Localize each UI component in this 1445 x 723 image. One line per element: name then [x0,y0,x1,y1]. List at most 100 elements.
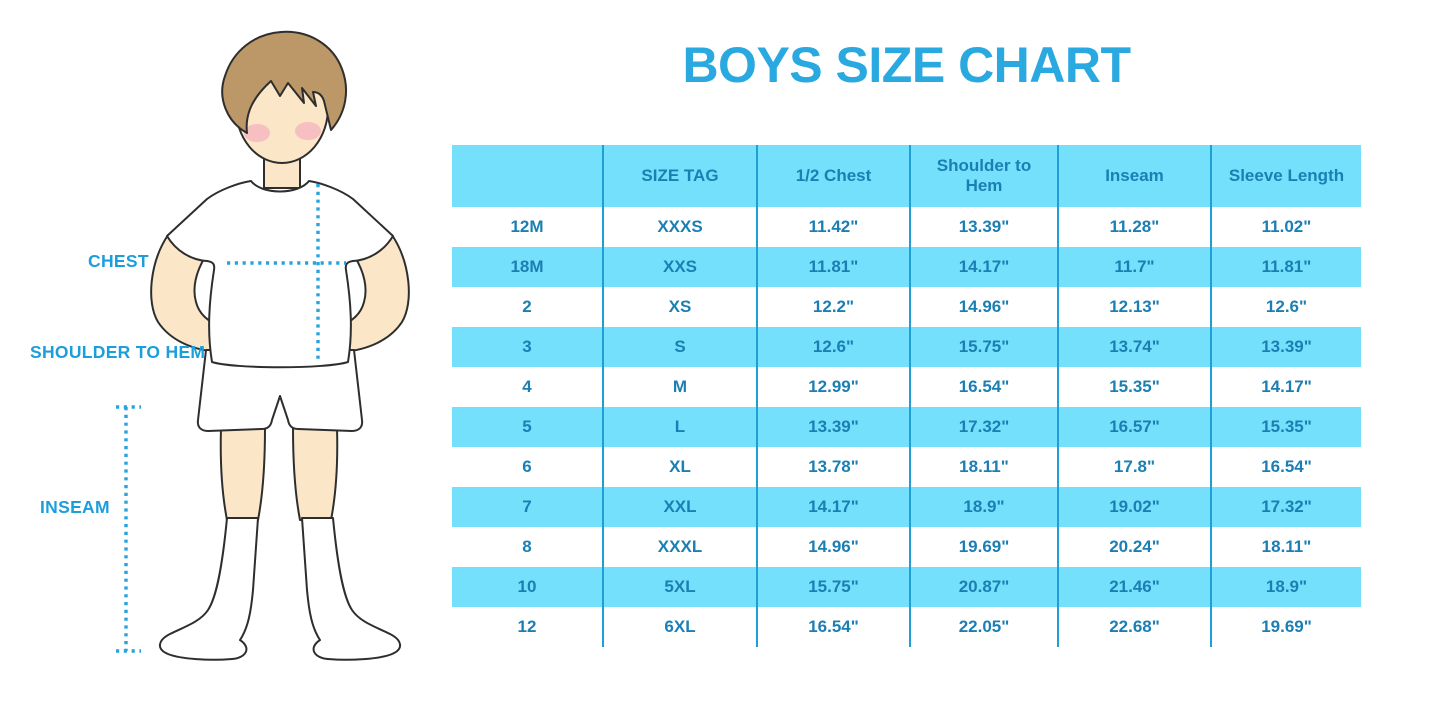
cell-sleeve-length: 14.17" [1210,367,1361,407]
cell-size-tag: XL [602,447,756,487]
boy-hair [221,30,348,134]
table-row: 3 S 12.6" 15.75" 13.74" 13.39" [452,327,1361,367]
table-row: 4 M 12.99" 16.54" 15.35" 14.17" [452,367,1361,407]
cell-size-tag: M [602,367,756,407]
cell-inseam: 17.8" [1057,447,1210,487]
cell-size-tag: XXXS [602,207,756,247]
size-table-body: 12M XXXS 11.42" 13.39" 11.28" 11.02" 18M… [452,207,1361,647]
cell-sleeve-length: 13.39" [1210,327,1361,367]
table-row: 10 5XL 15.75" 20.87" 21.46" 18.9" [452,567,1361,607]
cell-shoulder-to-hem: 15.75" [909,327,1057,367]
cell-shoulder-to-hem: 18.11" [909,447,1057,487]
cell-size-tag: 6XL [602,607,756,647]
measurement-lines [116,184,346,653]
cell-size: 12M [510,217,544,236]
table-row: 7 XXL 14.17" 18.9" 19.02" 17.32" [452,487,1361,527]
cell-shoulder-to-hem: 16.54" [909,367,1057,407]
boy-left-sock [159,517,259,661]
cell-sleeve-length: 18.11" [1210,527,1361,567]
page-title: BOYS SIZE CHART [682,37,1131,93]
cell-sleeve-length: 12.6" [1210,287,1361,327]
cell-inseam: 11.7" [1057,247,1210,287]
header-cell-size-tag: SIZE TAG [602,145,756,207]
cell-inseam: 12.13" [1057,287,1210,327]
cell-shoulder-to-hem: 18.9" [909,487,1057,527]
header-cell-sleeve-length: Sleeve Length [1210,145,1361,207]
inseam-measurement-label: INSEAM [40,497,110,517]
table-row: 6 XL 13.78" 18.11" 17.8" 16.54" [452,447,1361,487]
cell-half-chest: 16.54" [756,607,909,647]
cell-size: 6 [522,457,532,476]
cell-size-tag: L [602,407,756,447]
cell-half-chest: 13.39" [756,407,909,447]
table-row: 5 L 13.39" 17.32" 16.57" 15.35" [452,407,1361,447]
cell-sleeve-length: 15.35" [1210,407,1361,447]
cell-shoulder-to-hem: 22.05" [909,607,1057,647]
cell-size: 4 [522,377,532,396]
cell-shoulder-to-hem: 14.96" [909,287,1057,327]
cell-size: 12 [517,617,537,636]
boy-shorts [196,349,364,432]
cell-shoulder-to-hem: 20.87" [909,567,1057,607]
cell-half-chest: 14.96" [756,527,909,567]
table-row: 12 6XL 16.54" 22.05" 22.68" 19.69" [452,607,1361,647]
cell-half-chest: 13.78" [756,447,909,487]
chest-measurement-label: CHEST [88,251,149,271]
cell-shoulder-to-hem: 13.39" [909,207,1057,247]
cell-inseam: 22.68" [1057,607,1210,647]
cell-size: 18M [510,257,544,276]
cell-inseam: 19.02" [1057,487,1210,527]
table-row: 8 XXXL 14.96" 19.69" 20.24" 18.11" [452,527,1361,567]
boy-measurement-illustration [116,30,410,661]
cell-half-chest: 11.81" [756,247,909,287]
cell-size: 10 [517,577,537,596]
size-table: SIZE TAG 1/2 Chest Shoulder to Hem Insea… [452,145,1361,647]
cell-size-tag: XS [602,287,756,327]
cell-inseam: 13.74" [1057,327,1210,367]
cell-inseam: 15.35" [1057,367,1210,407]
boy-figure [150,30,410,661]
header-cell-inseam: Inseam [1057,145,1210,207]
cell-size: 7 [522,497,532,516]
header-cell-half-chest: 1/2 Chest [756,145,909,207]
cell-half-chest: 14.17" [756,487,909,527]
cell-half-chest: 12.99" [756,367,909,407]
header-cell-shoulder-to-hem: Shoulder to Hem [909,145,1057,207]
cell-sleeve-length: 11.02" [1210,207,1361,247]
cell-inseam: 16.57" [1057,407,1210,447]
cell-shoulder-to-hem: 19.69" [909,527,1057,567]
cell-inseam: 20.24" [1057,527,1210,567]
boy-left-leg [219,427,266,521]
cell-shoulder-to-hem: 17.32" [909,407,1057,447]
table-row: 18M XXS 11.81" 14.17" 11.7" 11.81" [452,247,1361,287]
cell-size-tag: XXXL [602,527,756,567]
cell-half-chest: 15.75" [756,567,909,607]
cell-sleeve-length: 18.9" [1210,567,1361,607]
cell-size: 8 [522,537,532,556]
boy-right-leg [292,427,339,521]
cell-half-chest: 12.2" [756,287,909,327]
cell-sleeve-length: 16.54" [1210,447,1361,487]
boy-tshirt [166,180,394,369]
cell-size: 5 [522,417,532,436]
cell-sleeve-length: 19.69" [1210,607,1361,647]
cell-size: 3 [522,337,532,356]
cell-sleeve-length: 11.81" [1210,247,1361,287]
cell-sleeve-length: 17.32" [1210,487,1361,527]
cell-size-tag: XXS [602,247,756,287]
boy-right-sock [301,517,401,661]
cell-size: 2 [522,297,532,316]
cell-size-tag: 5XL [602,567,756,607]
table-row: 2 XS 12.2" 14.96" 12.13" 12.6" [452,287,1361,327]
cell-size-tag: S [602,327,756,367]
boy-cheeks [244,122,321,142]
cell-inseam: 11.28" [1057,207,1210,247]
size-table-header-row: SIZE TAG 1/2 Chest Shoulder to Hem Insea… [452,145,1361,207]
cell-shoulder-to-hem: 14.17" [909,247,1057,287]
table-row: 12M XXXS 11.42" 13.39" 11.28" 11.02" [452,207,1361,247]
cell-size-tag: XXL [602,487,756,527]
cell-half-chest: 11.42" [756,207,909,247]
shoulder-to-hem-measurement-label: SHOULDER TO HEM [30,342,206,362]
cell-inseam: 21.46" [1057,567,1210,607]
